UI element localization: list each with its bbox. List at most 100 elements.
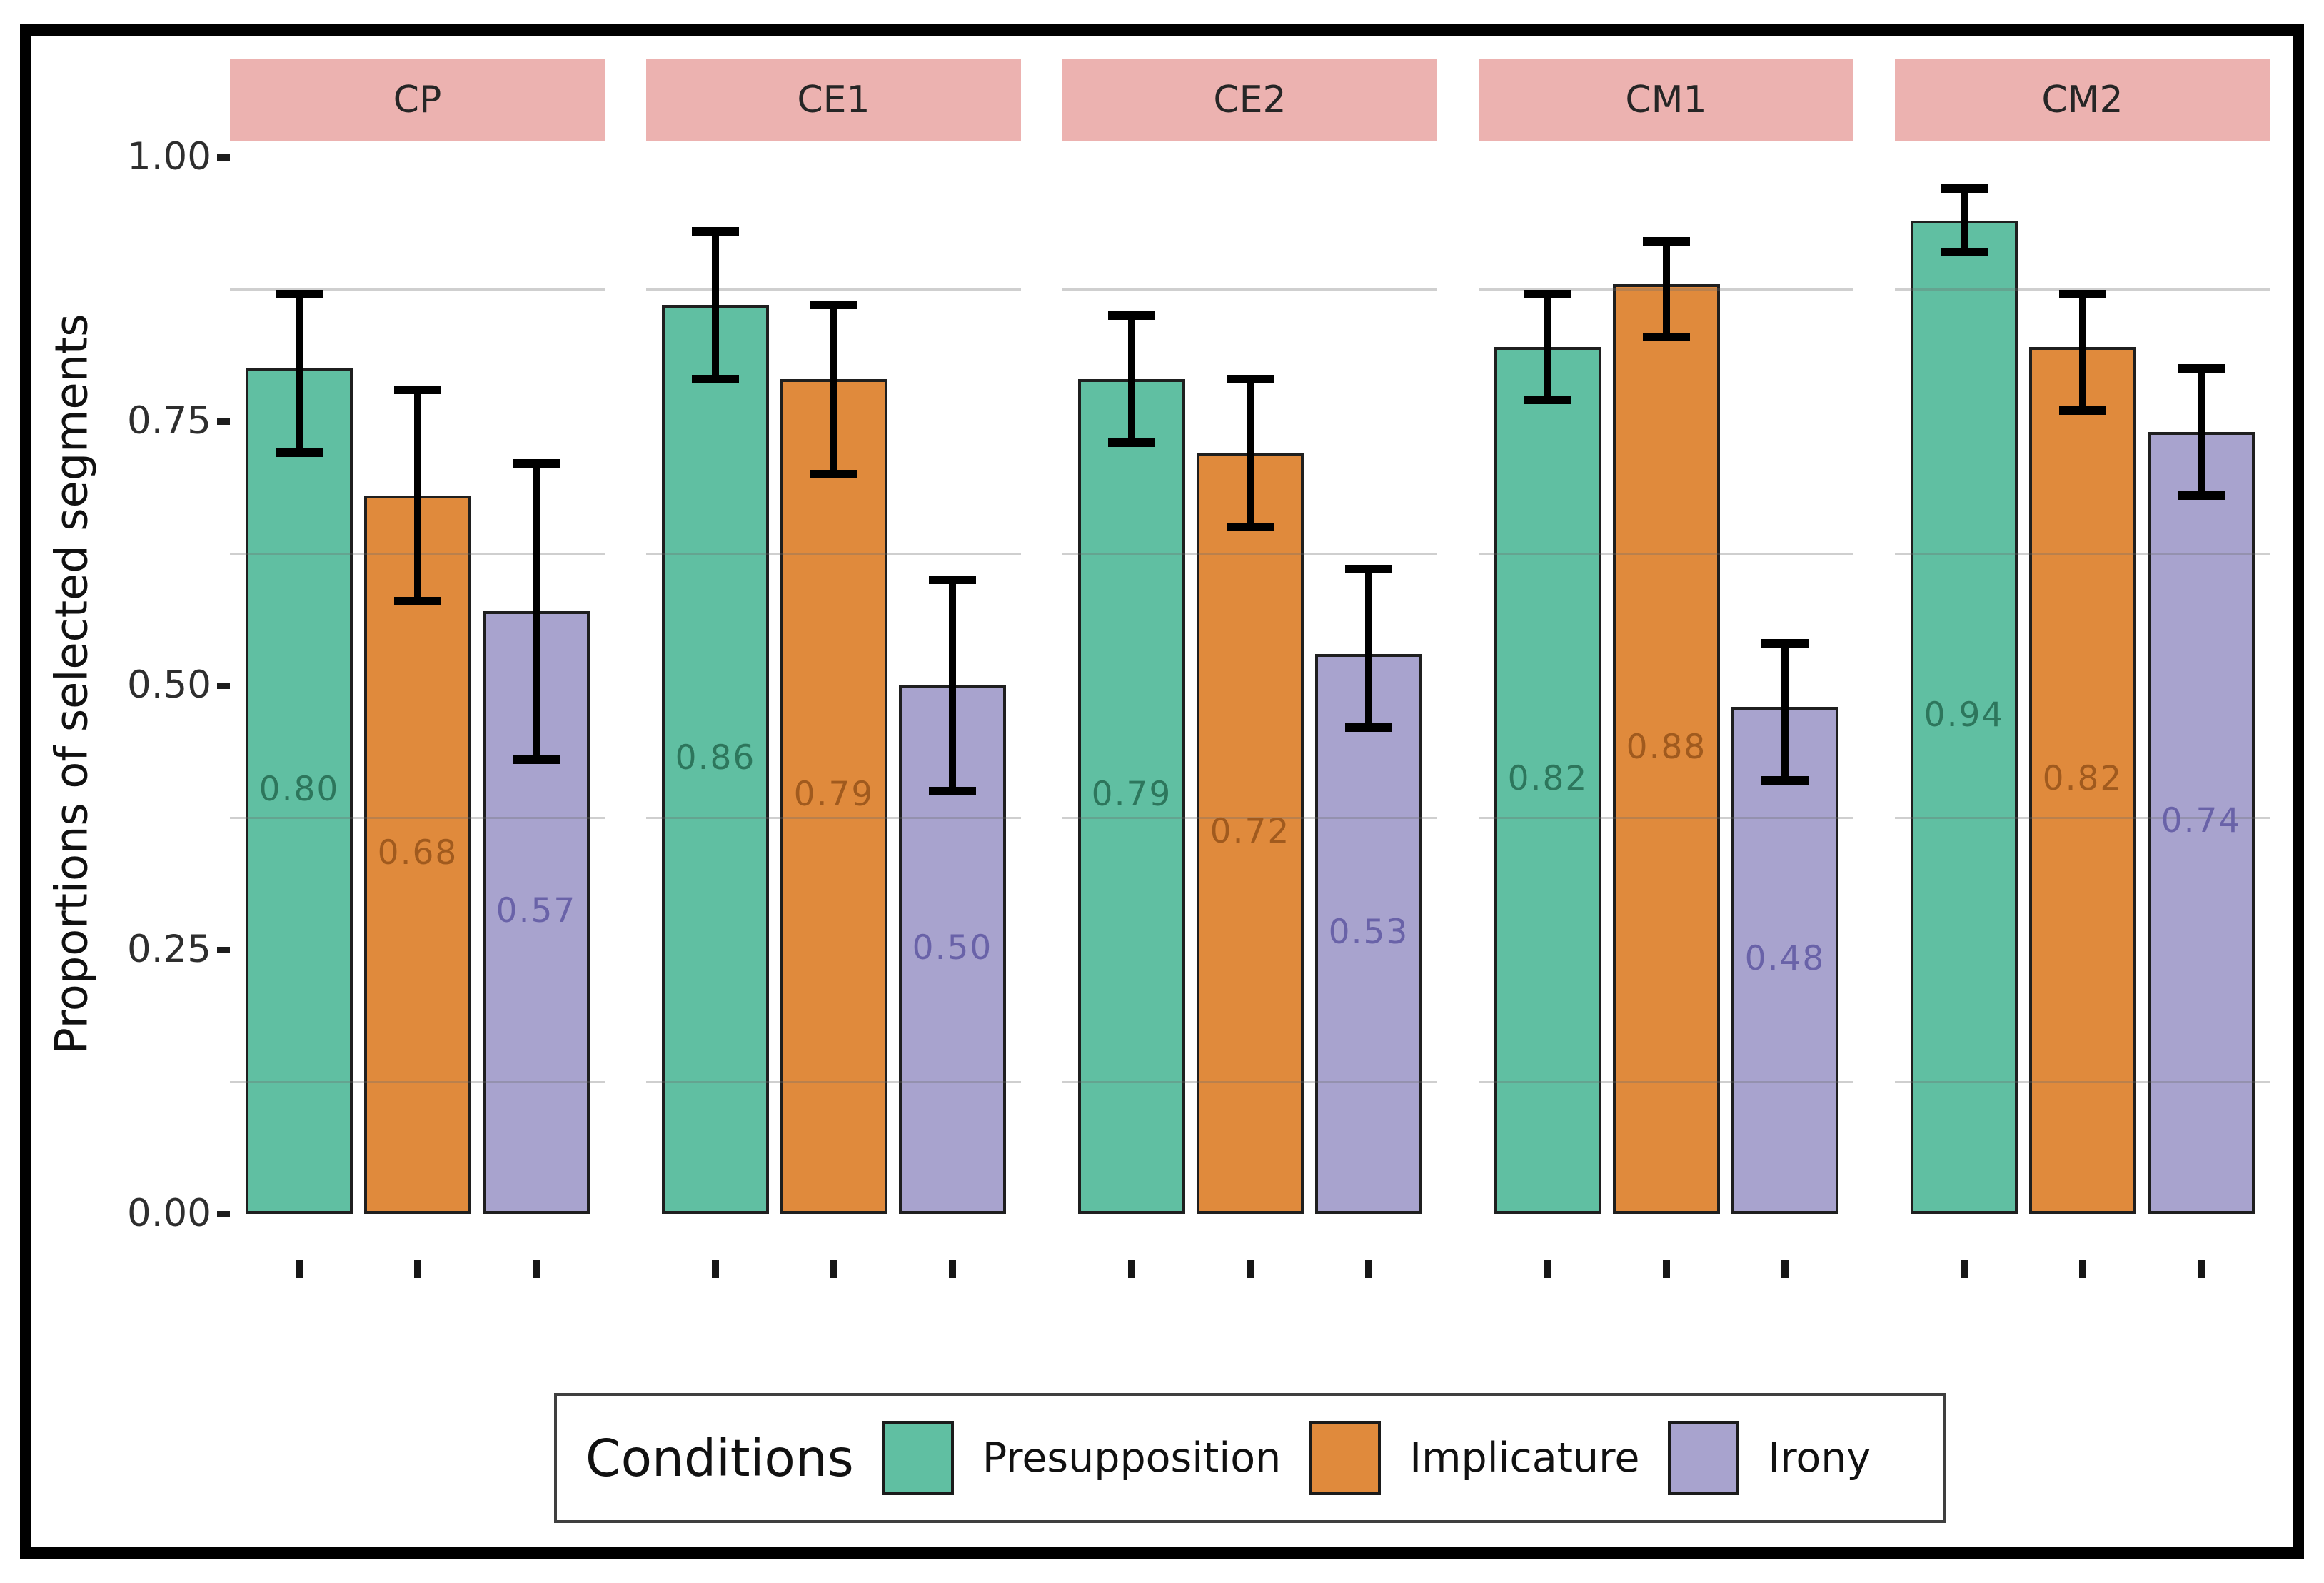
legend-label: Implicature [1409,1434,1640,1482]
minor-gridline [1062,1080,1437,1083]
error-bar-cap-top [276,290,323,299]
minor-gridline [646,1080,1021,1083]
error-bar-cap-bottom [1108,438,1155,447]
error-bar-line [949,580,956,791]
bar-value-label: 0.79 [1091,775,1172,815]
error-bar-line [1544,294,1551,401]
minor-gridline [646,288,1021,291]
minor-gridline [646,816,1021,819]
legend-label: Presupposition [982,1434,1282,1482]
y-tick-mark [217,418,230,425]
bar-value-label: 0.82 [2042,759,2123,799]
minor-gridline [1895,1080,2270,1083]
minor-gridline [1479,552,1853,555]
error-bar-cap-top [1345,565,1392,574]
bar-value-label: 0.94 [1923,695,2005,735]
x-tick-mark [1663,1260,1670,1278]
error-bar-line [1781,643,1789,781]
error-bar-cap-top [2178,364,2225,373]
bar-value-label: 0.68 [377,833,458,873]
bar-value-label: 0.88 [1626,727,1707,767]
bar-value-label: 0.48 [1744,938,1826,978]
error-bar-line [296,294,303,453]
y-tick-mark [217,682,230,689]
y-tick-label: 0.50 [126,663,211,707]
bar-presupposition [662,305,769,1214]
error-bar-cap-bottom [513,755,560,764]
error-bar-line [533,463,540,760]
error-bar-line [1128,316,1135,443]
facet-strip-label: CP [393,79,442,121]
x-tick-mark [1961,1260,1968,1278]
error-bar-cap-bottom [394,596,441,605]
legend-swatch-icon [1309,1421,1382,1495]
minor-gridline [1895,816,2270,819]
x-tick-mark [1544,1260,1551,1278]
error-bar-line [830,305,837,474]
legend-swatch-icon [882,1421,954,1495]
error-bar-cap-bottom [1643,332,1690,341]
bar-value-label: 0.79 [793,775,875,815]
x-tick-mark [2079,1260,2086,1278]
facet-strip-label: CE2 [1213,79,1287,121]
facet-strip-label: CE1 [797,79,870,121]
facet-strip: CE1 [646,59,1021,141]
x-tick-mark [1781,1260,1789,1278]
error-bar-cap-bottom [1761,776,1809,785]
error-bar-line [712,231,719,379]
bar-presupposition [1078,378,1185,1214]
y-tick-label: 0.25 [126,928,211,971]
minor-gridline [1062,816,1437,819]
y-tick-mark [217,154,230,161]
error-bar-cap-bottom [1941,248,1988,257]
bar-value-label: 0.80 [258,770,340,809]
error-bar-cap-top [394,385,441,394]
error-bar-cap-bottom [1345,723,1392,733]
x-tick-mark [533,1260,540,1278]
error-bar-cap-bottom [276,448,323,458]
x-tick-mark [830,1260,837,1278]
error-bar-cap-top [2059,290,2106,299]
bar-implicature [1613,283,1720,1214]
facet-strip: CP [230,59,605,141]
x-tick-mark [296,1260,303,1278]
error-bar-line [2198,368,2205,496]
facet-strip: CM2 [1895,59,2270,141]
minor-gridline [1062,288,1437,291]
minor-gridline [1895,552,2270,555]
x-tick-mark [1128,1260,1135,1278]
error-bar-cap-bottom [2178,491,2225,500]
error-bar-cap-top [929,576,976,584]
bar-presupposition [1494,347,1601,1214]
bar-value-label: 0.74 [2160,801,2242,841]
legend-title: Conditions [585,1428,854,1488]
bar-value-label: 0.53 [1328,912,1409,952]
minor-gridline [230,288,605,291]
y-tick-mark [217,946,230,953]
x-tick-mark [2198,1260,2205,1278]
minor-gridline [1062,552,1437,555]
minor-gridline [1479,816,1853,819]
error-bar-cap-bottom [1524,396,1571,405]
bar-presupposition [246,368,353,1214]
y-tick-mark [217,1210,230,1217]
error-bar-cap-top [1643,237,1690,246]
error-bar-cap-top [692,226,739,236]
error-bar-line [1247,378,1254,527]
legend-swatch-icon [1668,1421,1740,1495]
minor-gridline [230,816,605,819]
bar-value-label: 0.50 [912,928,993,968]
facet-strip: CE2 [1062,59,1437,141]
x-tick-mark [1365,1260,1372,1278]
minor-gridline [646,552,1021,555]
bar-value-label: 0.72 [1209,812,1291,852]
x-tick-mark [414,1260,421,1278]
error-bar-line [414,389,421,601]
error-bar-cap-top [1227,374,1274,383]
bar-value-label: 0.57 [496,891,577,931]
minor-gridline [1479,1080,1853,1083]
legend-items: Presupposition Implicature Irony [882,1421,1871,1495]
error-bar-line [1365,569,1372,728]
legend-label: Irony [1768,1434,1871,1482]
